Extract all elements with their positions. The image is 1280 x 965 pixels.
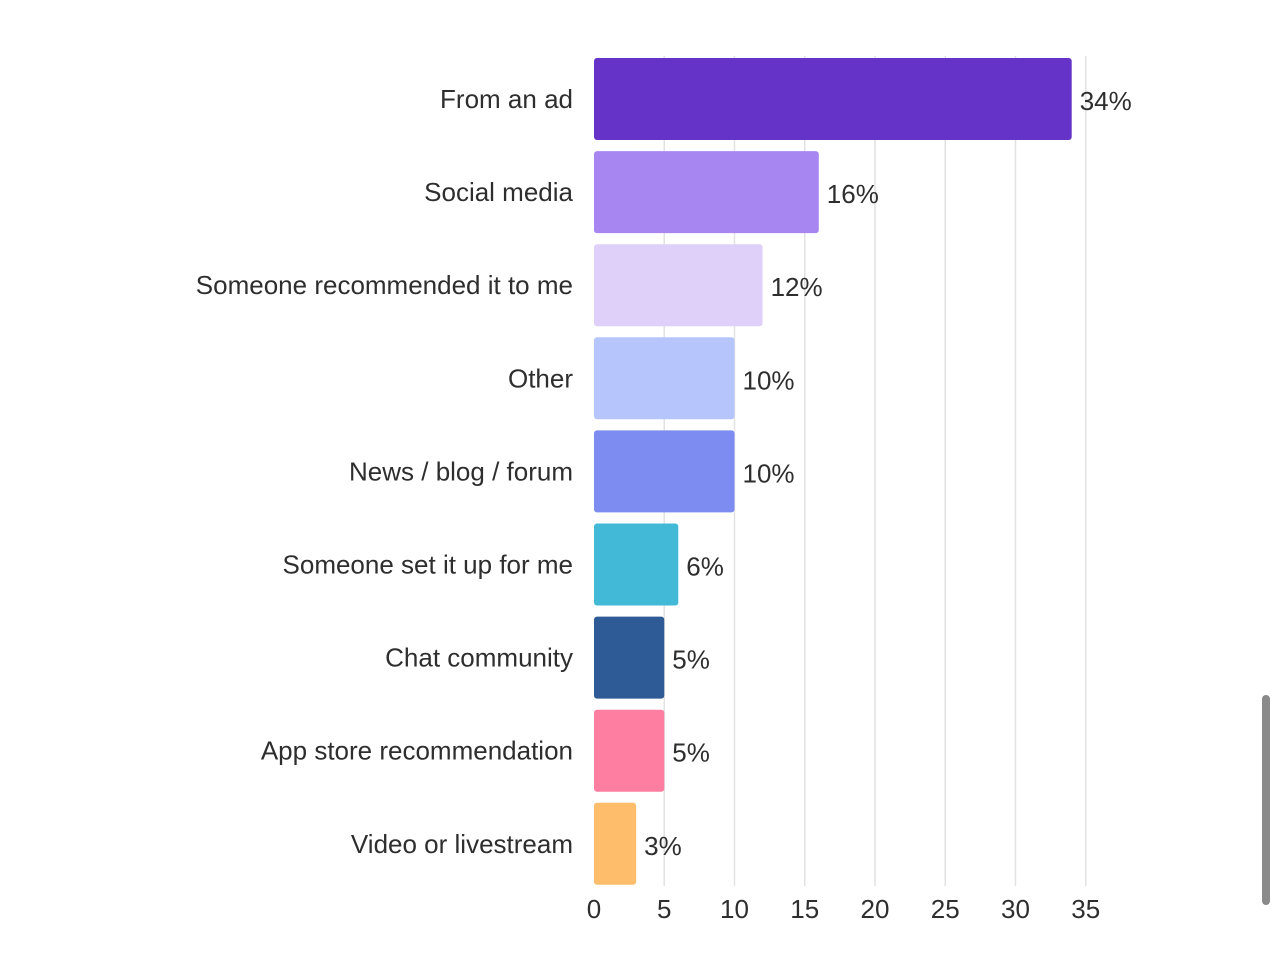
x-tick-label: 10 <box>720 894 749 924</box>
x-tick-label: 35 <box>1071 894 1100 924</box>
value-label: 10% <box>743 458 795 488</box>
value-labels: 34% 16% 12% 10% 10% 6% 5% 5% 3% <box>644 86 1132 861</box>
bar <box>594 151 819 234</box>
vertical-scrollbar[interactable] <box>1262 695 1270 905</box>
value-label: 16% <box>827 179 879 209</box>
bar <box>594 616 665 699</box>
category-label: Social media <box>424 177 573 207</box>
x-tick-label: 5 <box>657 894 671 924</box>
category-label: News / blog / forum <box>349 456 573 486</box>
x-tick-label: 0 <box>587 894 601 924</box>
category-label: From an ad <box>440 84 573 114</box>
bar <box>594 523 679 606</box>
category-labels: From an ad Social media Someone recommende… <box>196 84 574 859</box>
bar <box>594 337 735 420</box>
category-label: Someone set it up for me <box>283 550 573 580</box>
value-label: 6% <box>686 552 724 582</box>
category-label: Chat community <box>385 643 573 673</box>
bar <box>594 58 1072 140</box>
value-label: 3% <box>644 831 682 861</box>
category-label: Video or livestream <box>351 829 573 859</box>
bar <box>594 802 637 885</box>
value-label: 5% <box>672 738 710 768</box>
x-axis-ticks: 0 5 10 15 20 25 30 35 <box>587 894 1100 924</box>
category-label: Other <box>508 363 573 393</box>
value-label: 10% <box>743 365 795 395</box>
bar <box>594 430 735 513</box>
x-tick-label: 20 <box>861 894 890 924</box>
x-tick-label: 30 <box>1001 894 1030 924</box>
bar <box>594 244 763 327</box>
category-label: App store recommendation <box>261 736 573 766</box>
x-tick-label: 15 <box>790 894 819 924</box>
bar <box>594 709 665 792</box>
bars <box>594 58 1072 885</box>
value-label: 5% <box>672 645 710 675</box>
x-tick-label: 25 <box>931 894 960 924</box>
value-label: 34% <box>1080 86 1132 116</box>
value-label: 12% <box>771 272 823 302</box>
category-label: Someone recommended it to me <box>196 270 573 300</box>
